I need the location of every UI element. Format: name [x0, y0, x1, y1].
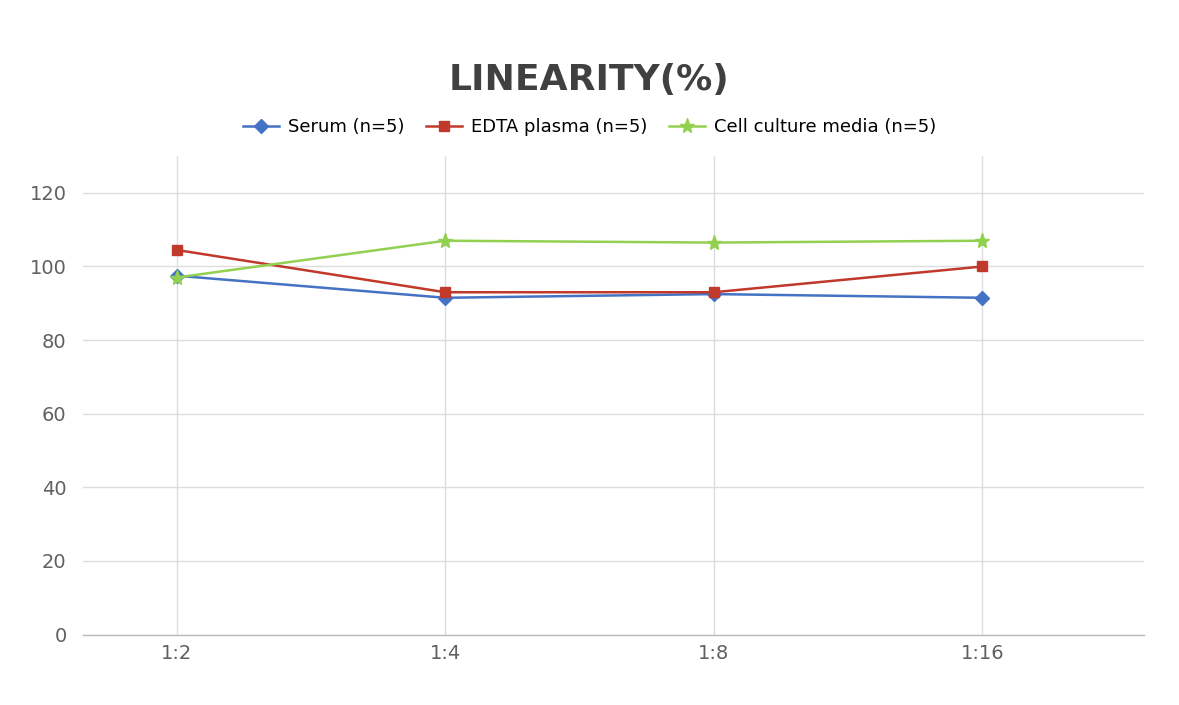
EDTA plasma (n=5) — [706, 288, 720, 297]
Line: Cell culture media (n=5): Cell culture media (n=5) — [169, 233, 990, 285]
EDTA plasma (n=5) — [439, 288, 453, 297]
Cell culture media (n=5) — [170, 274, 184, 282]
Serum (n=5) — [706, 290, 720, 298]
EDTA plasma (n=5) — [975, 262, 989, 271]
Serum (n=5) — [439, 293, 453, 302]
Serum (n=5) — [170, 271, 184, 280]
Serum (n=5) — [975, 293, 989, 302]
Cell culture media (n=5) — [439, 236, 453, 245]
Cell culture media (n=5) — [975, 236, 989, 245]
Line: EDTA plasma (n=5): EDTA plasma (n=5) — [172, 245, 987, 297]
Cell culture media (n=5) — [706, 238, 720, 247]
Legend: Serum (n=5), EDTA plasma (n=5), Cell culture media (n=5): Serum (n=5), EDTA plasma (n=5), Cell cul… — [243, 118, 936, 136]
Text: LINEARITY(%): LINEARITY(%) — [449, 63, 730, 97]
EDTA plasma (n=5) — [170, 246, 184, 255]
Line: Serum (n=5): Serum (n=5) — [172, 271, 987, 302]
